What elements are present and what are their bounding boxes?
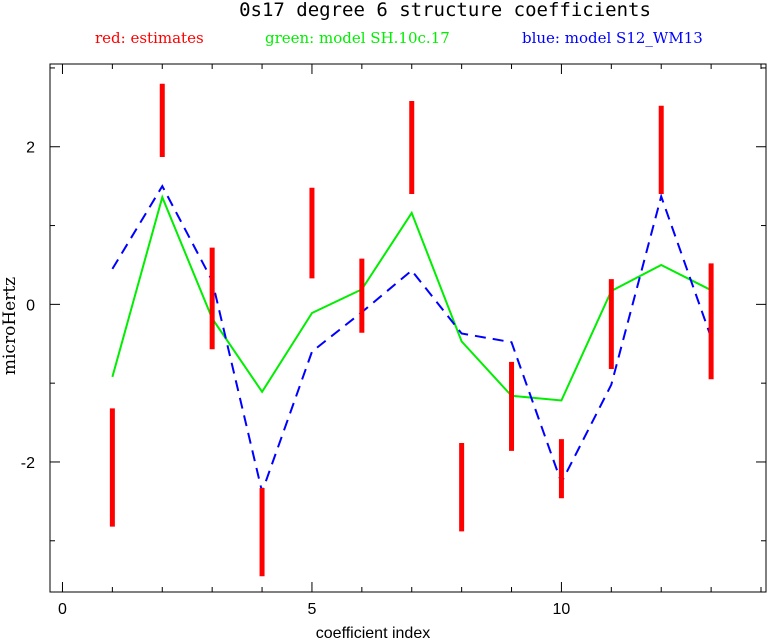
axis-ticks bbox=[50, 64, 766, 592]
series-line-sh10c17 bbox=[111, 194, 712, 402]
legend-entry-s12wm13: blue: model S12_WM13 bbox=[522, 29, 703, 47]
x-tick-label: 0 bbox=[58, 601, 67, 618]
legend-entry-estimates: red: estimates bbox=[95, 29, 204, 47]
plot-frame bbox=[49, 63, 767, 593]
y-tick-label: 2 bbox=[26, 140, 35, 157]
y-tick-label: 0 bbox=[26, 297, 35, 314]
x-tick-label: 10 bbox=[553, 601, 571, 618]
chart-title: 0s17 degree 6 structure coefficients bbox=[239, 0, 651, 21]
tick-labels: 0 5 10 -2 0 2 bbox=[21, 140, 571, 618]
y-axis-label: microHertz bbox=[0, 277, 20, 375]
y-tick-label: -2 bbox=[21, 455, 35, 472]
model-series bbox=[111, 184, 713, 496]
estimate-bars bbox=[109, 83, 714, 577]
series-line-s12wm13 bbox=[111, 184, 713, 496]
x-tick-label: 5 bbox=[307, 601, 316, 618]
legend-entry-sh10c17: green: model SH.10c.17 bbox=[265, 29, 450, 47]
x-axis-label: coefficient index bbox=[316, 625, 430, 641]
axes bbox=[49, 63, 767, 593]
